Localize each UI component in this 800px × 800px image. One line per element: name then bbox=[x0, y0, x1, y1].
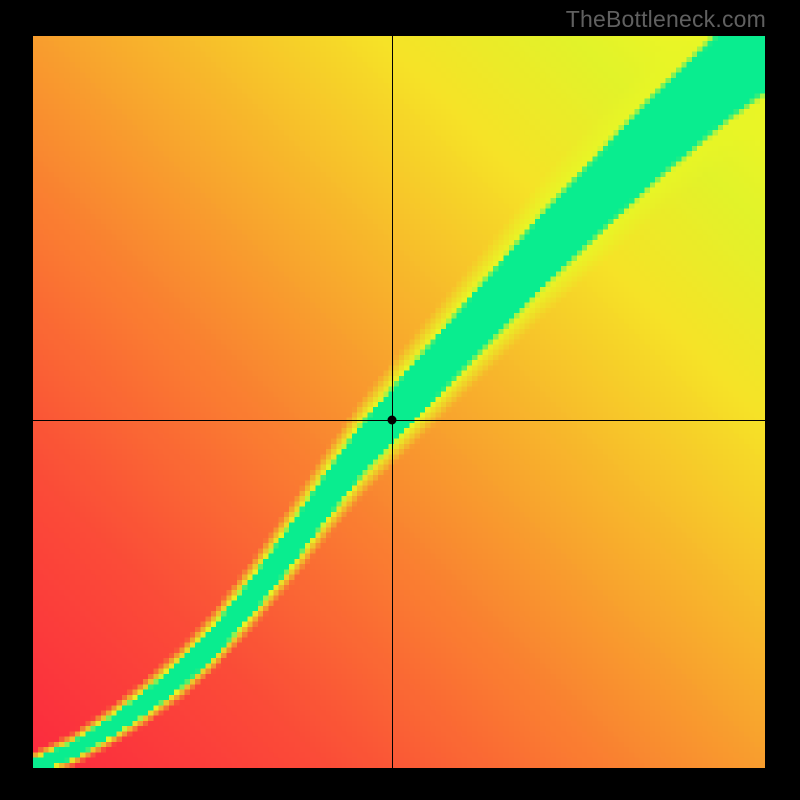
crosshair-vertical bbox=[392, 36, 393, 768]
heatmap-plot bbox=[33, 36, 765, 768]
watermark-text: TheBottleneck.com bbox=[566, 6, 766, 33]
heatmap-canvas bbox=[33, 36, 765, 768]
crosshair-marker bbox=[387, 416, 396, 425]
crosshair-horizontal bbox=[33, 420, 765, 421]
